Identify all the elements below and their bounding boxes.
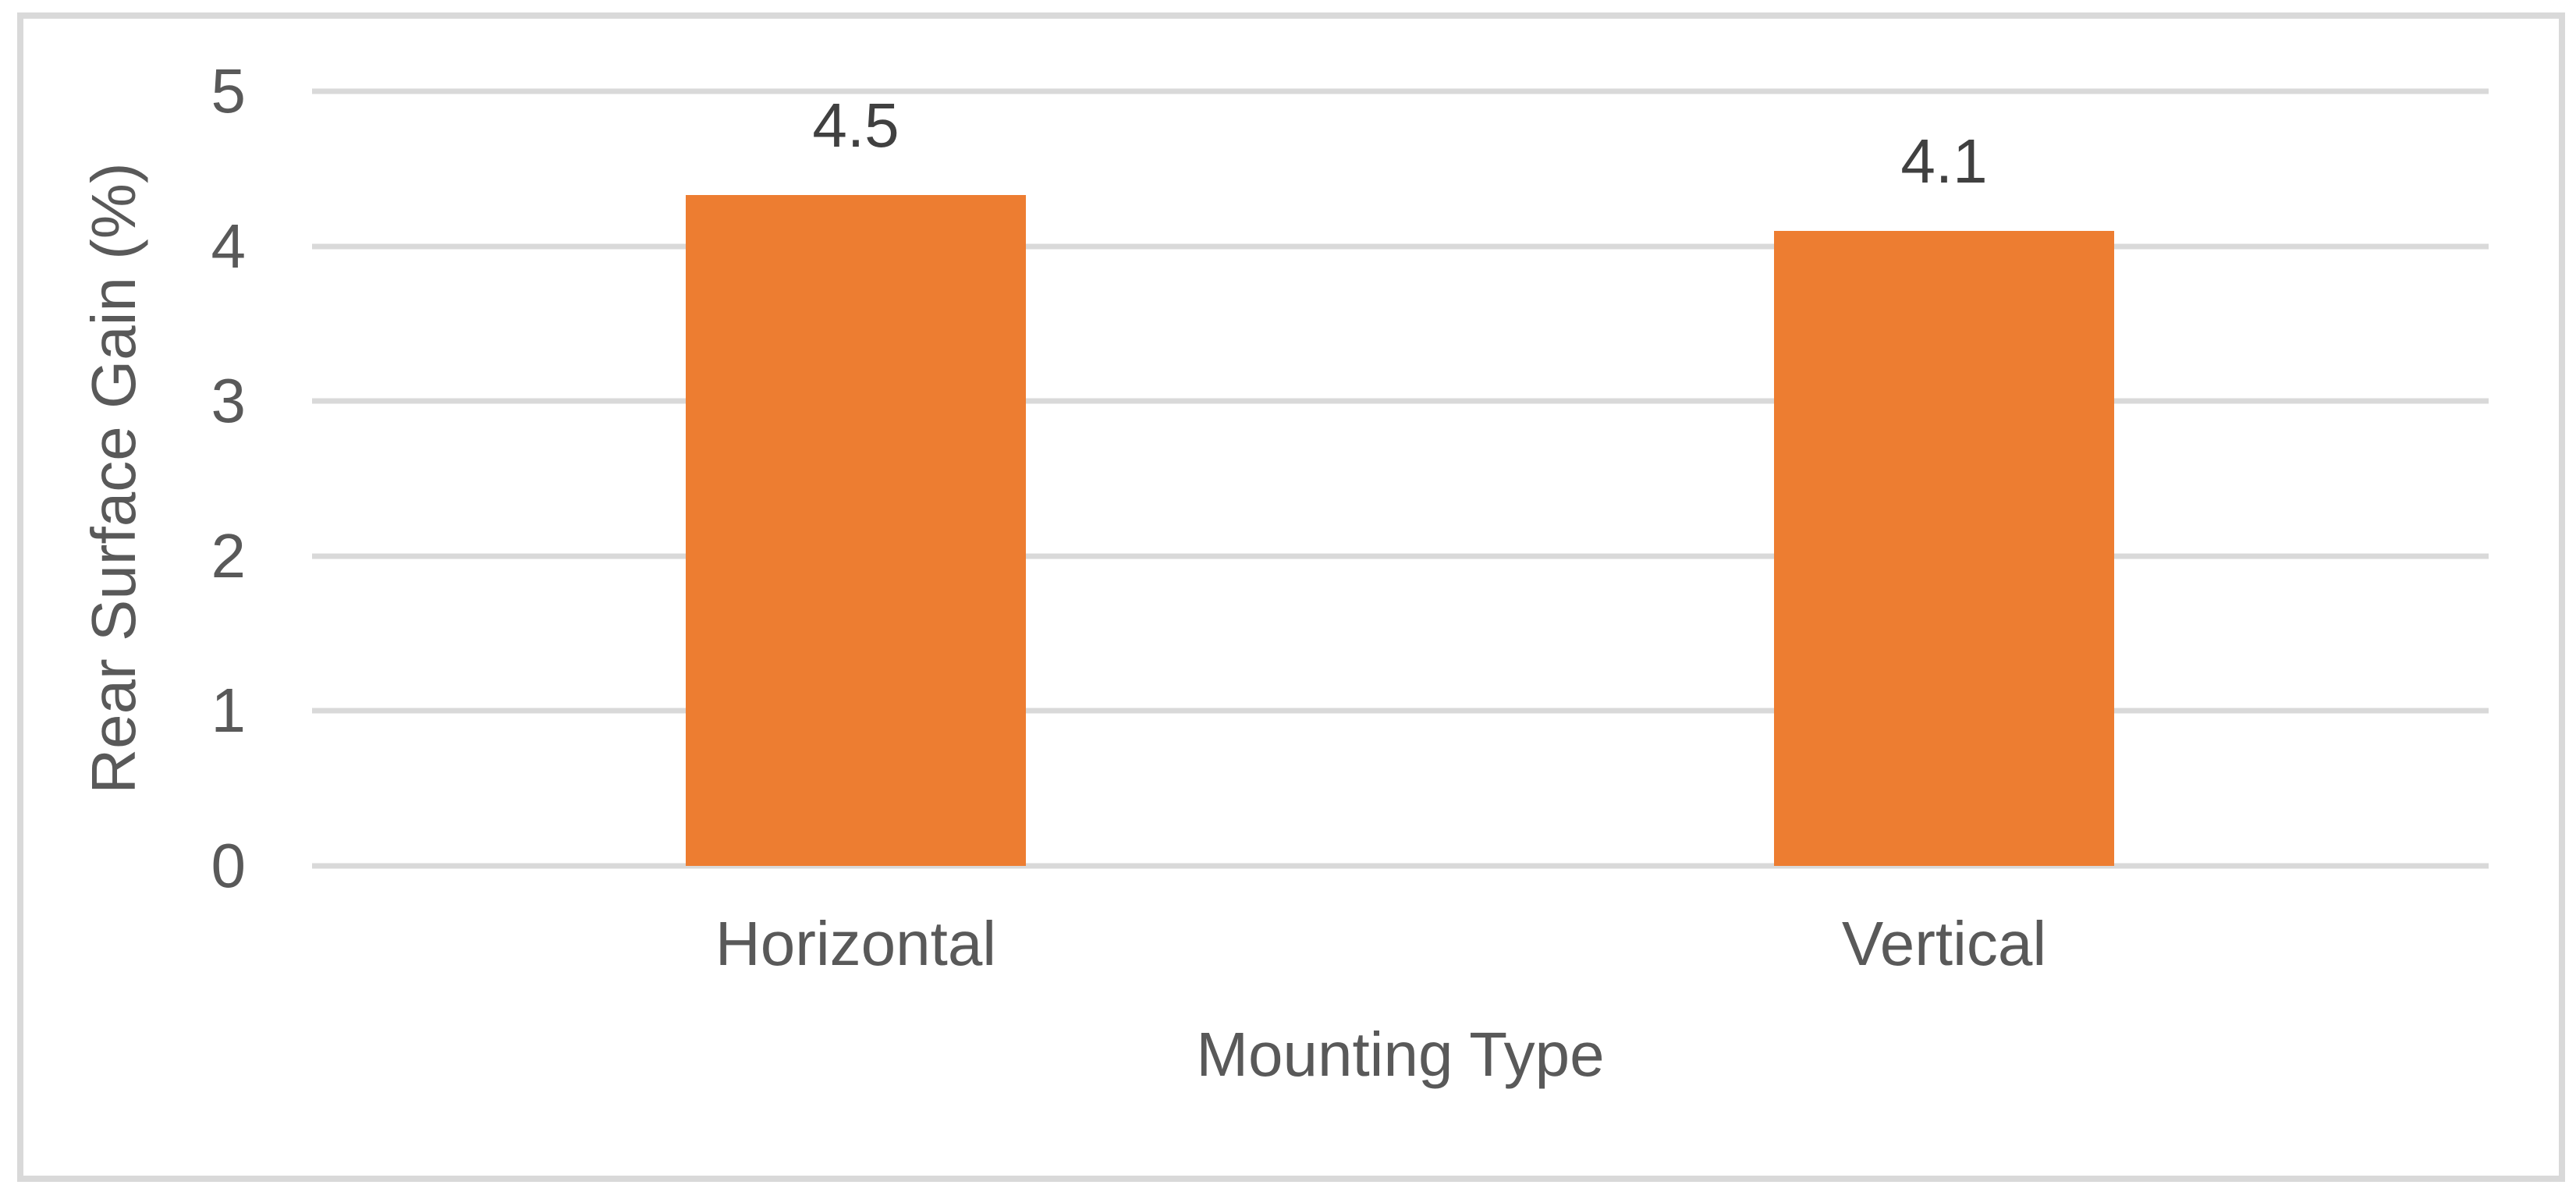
gridline [312, 863, 2489, 869]
y-tick-label: 5 [211, 56, 247, 126]
bar-horizontal [686, 195, 1026, 866]
y-tick-label: 4 [211, 211, 247, 281]
data-label-horizontal: 4.5 [812, 90, 899, 160]
gridline [312, 243, 2489, 250]
y-tick-label: 3 [211, 366, 247, 436]
y-tick-label: 1 [211, 676, 247, 746]
gridline [312, 708, 2489, 714]
x-axis-title: Mounting Type [1196, 1020, 1605, 1089]
plot-area: 4.5 4.1 [312, 88, 2489, 869]
category-label-vertical: Vertical [1841, 909, 2047, 978]
bar-vertical [1774, 230, 2114, 866]
gridline [312, 553, 2489, 559]
bar-group-vertical: 4.1 [1774, 91, 2114, 866]
y-tick-label: 2 [211, 520, 247, 591]
category-label-horizontal: Horizontal [715, 909, 997, 978]
bar-group-horizontal: 4.5 [686, 91, 1026, 866]
data-label-vertical: 4.1 [1900, 126, 1988, 196]
gridline [312, 88, 2489, 94]
chart-border-frame [17, 12, 2565, 1182]
gridline [312, 398, 2489, 404]
y-tick-label: 0 [211, 831, 247, 900]
y-axis-tick-labels: 5 4 3 2 1 0 [117, 60, 247, 897]
